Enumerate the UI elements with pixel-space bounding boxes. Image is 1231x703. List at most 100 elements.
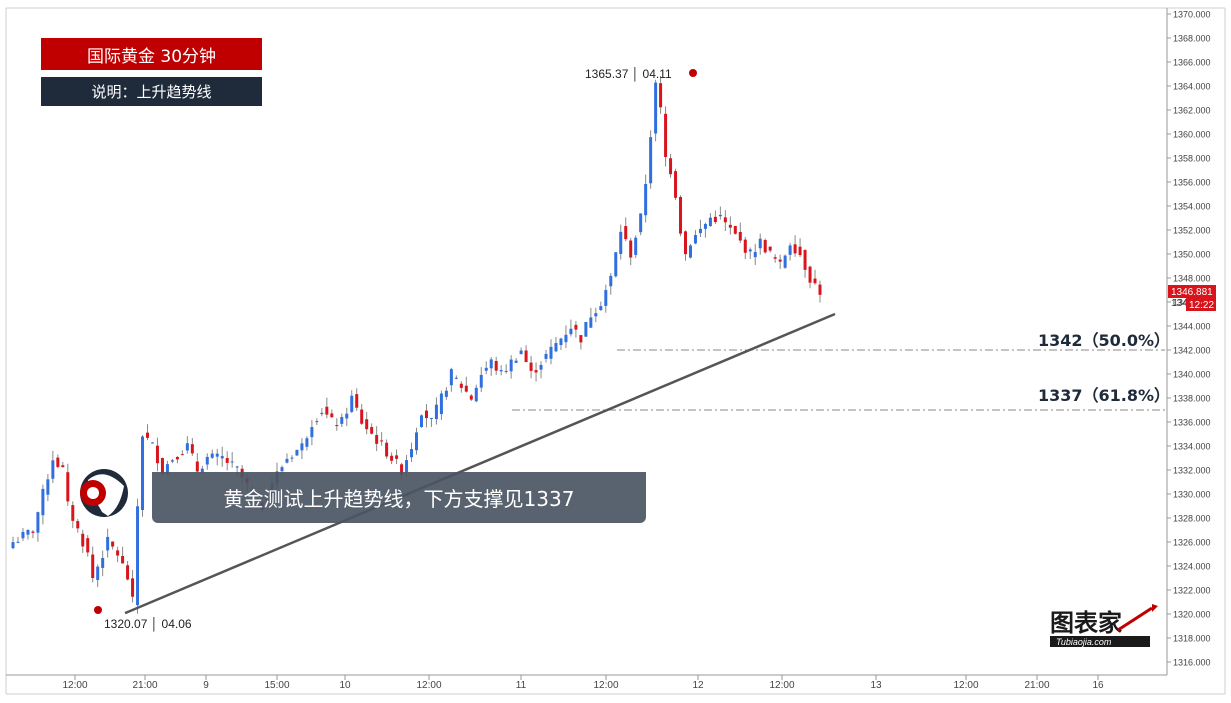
last-price-box [1168, 285, 1216, 298]
y-tick-label: 1352.000 [1173, 226, 1211, 236]
candle-body [150, 442, 154, 444]
candle-body [644, 184, 648, 216]
candle-body [160, 458, 164, 474]
x-tick-label: 21:00 [1024, 680, 1049, 691]
swing-high-annotation: 1365.37 │ 04.11 [585, 67, 697, 82]
candle-body [649, 137, 653, 184]
candle-body [155, 445, 159, 464]
candle-body [479, 374, 483, 388]
brand-name: 图表家 [1050, 609, 1122, 637]
x-tick-label: 12:00 [416, 680, 441, 691]
candle-body [205, 456, 209, 465]
candle-body [629, 240, 633, 258]
candle-body [713, 216, 717, 223]
candle-body [534, 370, 538, 373]
candle-body [738, 231, 742, 241]
candle-body [215, 453, 219, 457]
candle-body [589, 317, 593, 328]
candle-body [464, 385, 468, 392]
candle-body [310, 427, 314, 438]
candle-body [415, 432, 418, 451]
candle-body [599, 306, 603, 311]
y-tick-label: 1360.000 [1173, 130, 1211, 140]
fib-618-annotation: 1337（61.8%） [1038, 386, 1170, 405]
candle-body [469, 395, 473, 400]
candle-body [335, 425, 339, 427]
x-tick-label: 12:00 [593, 680, 618, 691]
y-tick-label: 1330.000 [1173, 490, 1211, 500]
candle-body [454, 377, 458, 379]
overlay-caption: 黄金测试上升趋势线，下方支撑见1337 [152, 472, 646, 523]
fibonacci-levels [512, 349, 1165, 411]
candle-body [101, 557, 105, 568]
candle-body [330, 413, 334, 418]
brand-site-bar [1050, 636, 1150, 647]
candle-body [180, 454, 184, 456]
candle-body [519, 350, 523, 355]
fib-50-annotation: 1342（50.0%） [1038, 331, 1170, 350]
candle-body [439, 393, 443, 415]
candle-body [61, 465, 65, 468]
candle-body [813, 278, 817, 284]
y-tick-label: 1356.000 [1173, 178, 1211, 188]
candle-body [146, 432, 149, 438]
candle-body [46, 479, 50, 495]
candle-body [569, 328, 573, 335]
y-tick-label: 1350.000 [1173, 250, 1211, 260]
brand-site: Tubiaojia.com [1056, 637, 1112, 647]
candle-body [419, 415, 423, 427]
candle-body [390, 455, 394, 461]
candle-body [664, 113, 668, 157]
candle-body [96, 566, 100, 580]
candle-body [554, 343, 558, 352]
candle-body [584, 322, 588, 337]
candle-body [514, 360, 518, 363]
y-tick-label: 1338.000 [1173, 394, 1211, 404]
y-tick-label: 1358.000 [1173, 154, 1211, 164]
candle-body [350, 395, 354, 412]
candle-body [185, 443, 189, 451]
candle-body [679, 196, 683, 234]
candle-body [424, 410, 428, 419]
candle-body [86, 538, 90, 553]
candle-body [708, 217, 712, 227]
fib-618-label: 1337（61.8%） [1038, 386, 1170, 405]
candle-body [763, 240, 767, 253]
candle-body [345, 413, 349, 419]
candle-body [619, 231, 623, 254]
candle-body [365, 419, 369, 430]
candle-body [773, 257, 777, 259]
title-banner: 国际黄金 30分钟 [41, 38, 262, 70]
candle-body [753, 251, 757, 258]
candle-body [614, 252, 618, 277]
candle-body [410, 449, 414, 458]
candle-body [654, 82, 658, 134]
candle-body [748, 249, 752, 252]
y-tick-label: 1342.000 [1173, 346, 1211, 356]
candle-body [56, 457, 60, 467]
candle-body [788, 245, 792, 255]
candle-body [16, 541, 20, 543]
x-tick-label: 9 [203, 680, 209, 691]
y-tick-label: 1318.000 [1173, 634, 1211, 644]
y-tick-label: 1322.000 [1173, 586, 1211, 596]
candle-body [758, 238, 762, 249]
candle-body [190, 444, 194, 454]
candle-body [36, 512, 40, 533]
candle-body [564, 334, 568, 343]
candle-body [609, 275, 613, 287]
brand-arrow-icon [1117, 606, 1153, 632]
candle-body [684, 231, 687, 255]
candle-body [165, 464, 169, 474]
candle-body [26, 529, 30, 535]
candle-body [285, 458, 289, 463]
candle-body [370, 427, 374, 434]
candle-body [444, 390, 448, 397]
partial-price-text: 134 [1171, 298, 1188, 309]
last-price-text: 1346.881 [1171, 287, 1213, 298]
fib-50-label: 1342（50.0%） [1038, 331, 1170, 350]
candle-body [290, 457, 294, 459]
candle-body [280, 467, 284, 472]
y-tick-label: 1362.000 [1173, 106, 1211, 116]
uptrend-line [124, 312, 836, 615]
